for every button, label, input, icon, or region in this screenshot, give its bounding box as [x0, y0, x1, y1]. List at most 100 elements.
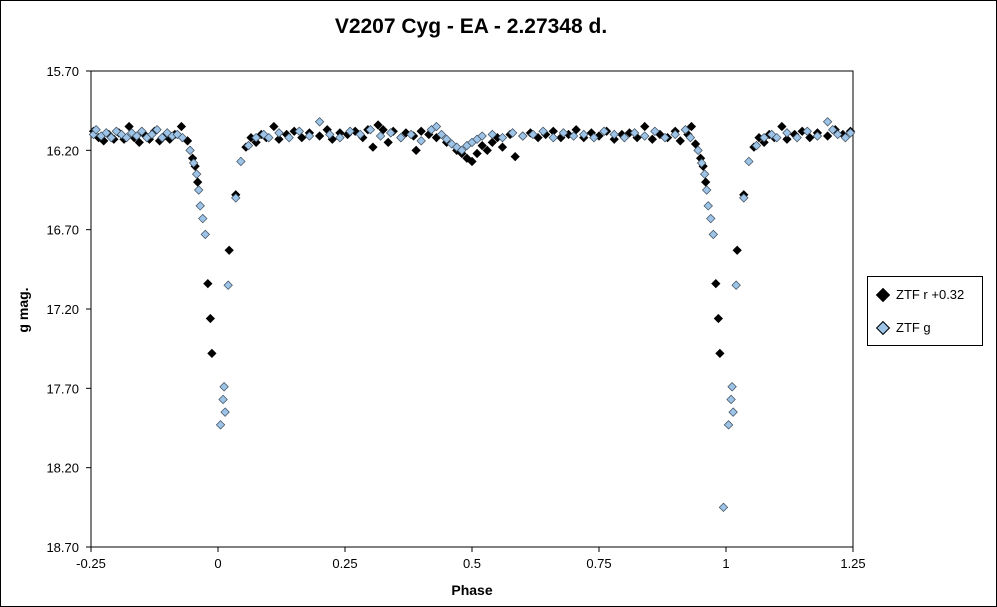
x-tick-label: 0.75: [586, 556, 611, 571]
data-point-ztf-g: [487, 129, 498, 140]
data-point-ztf-g: [739, 193, 749, 203]
legend-item-r: ZTF r +0.32: [875, 287, 964, 302]
data-point-ztf-g: [640, 131, 650, 141]
data-point-ztf-r: [487, 137, 497, 148]
data-point-ztf-g: [431, 121, 442, 132]
data-point-ztf-r: [805, 133, 815, 143]
data-point-ztf-g: [589, 132, 599, 143]
data-point-ztf-g: [325, 129, 335, 140]
x-tick-label: -0.25: [76, 556, 106, 571]
data-point-ztf-r: [711, 278, 721, 289]
data-point-ztf-r: [269, 121, 279, 132]
data-point-ztf-g: [528, 129, 538, 140]
data-point-ztf-r: [777, 121, 787, 132]
x-tick-label: 0: [214, 556, 221, 571]
data-point-ztf-g: [152, 125, 162, 135]
data-point-ztf-g: [147, 129, 157, 140]
data-point-ztf-g: [538, 126, 548, 136]
data-points: [88, 117, 856, 513]
data-point-ztf-g: [243, 140, 254, 151]
data-point-ztf-g: [726, 394, 736, 405]
data-point-ztf-g: [759, 132, 769, 143]
data-point-ztf-r: [383, 137, 393, 148]
data-point-ztf-g: [792, 132, 802, 143]
data-point-ztf-g: [802, 126, 812, 136]
data-point-ztf-g: [284, 132, 294, 143]
data-point-ztf-r: [510, 152, 520, 162]
data-point-ztf-r: [314, 131, 325, 141]
data-point-ztf-g: [223, 280, 233, 290]
data-point-ztf-g: [220, 407, 230, 417]
data-point-ztf-g: [274, 128, 284, 138]
legend-item-g: ZTF g: [875, 320, 931, 335]
data-point-ztf-g: [91, 125, 101, 135]
data-point-ztf-g: [231, 193, 241, 203]
x-tick-label: 0.25: [332, 556, 357, 571]
data-point-ztf-r: [205, 313, 216, 324]
data-point-ztf-r: [373, 120, 383, 130]
data-point-ztf-g: [477, 131, 487, 141]
data-point-ztf-g: [727, 382, 737, 392]
data-point-ztf-r: [251, 137, 261, 148]
data-point-ztf-g: [693, 145, 703, 156]
data-point-ztf-g: [294, 126, 304, 136]
data-point-ztf-g: [723, 420, 734, 430]
data-point-ztf-g: [699, 169, 710, 179]
data-point-ztf-g: [812, 131, 823, 141]
data-point-ztf-r: [203, 278, 213, 289]
y-tick-label: 16.70: [46, 223, 79, 238]
data-point-ztf-g: [185, 145, 195, 156]
data-point-ztf-g: [751, 140, 762, 151]
data-point-ztf-g: [822, 117, 833, 127]
y-tick-label: 18.70: [46, 540, 79, 555]
data-point-ztf-r: [675, 136, 685, 146]
data-point-ztf-r: [497, 142, 508, 152]
data-point-ztf-g: [157, 132, 167, 143]
data-point-ztf-g: [137, 126, 147, 136]
y-axis-label: g mag.: [15, 287, 31, 332]
data-point-ztf-g: [518, 131, 528, 141]
data-point-ztf-g: [744, 156, 754, 167]
x-axis: -0.25 0 0.25 0.5 0.75 1 1.25: [76, 547, 866, 571]
x-axis-label: Phase: [451, 582, 492, 598]
data-point-ztf-g: [568, 131, 579, 141]
data-point-ztf-r: [224, 245, 234, 255]
legend-label-g: ZTF g: [896, 320, 931, 335]
data-point-ztf-g: [685, 132, 696, 143]
data-point-ztf-r: [686, 121, 697, 132]
data-point-ztf-g: [650, 126, 660, 136]
data-point-ztf-r: [759, 137, 769, 148]
data-point-ztf-g: [558, 128, 569, 138]
y-tick-label: 18.20: [46, 461, 79, 476]
data-point-ztf-r: [701, 177, 711, 187]
diamond-marker-icon: [875, 320, 891, 335]
data-point-ztf-r: [472, 148, 482, 159]
y-axis: 15.70 16.20 16.70 17.20 17.70 18.20 18.70: [46, 64, 91, 555]
data-point-ztf-g: [365, 125, 376, 135]
data-point-ztf-g: [548, 132, 558, 143]
data-point-ztf-g: [629, 128, 640, 138]
plot-area: [90, 70, 854, 548]
data-point-ztf-r: [647, 134, 657, 144]
data-point-ztf-r: [822, 131, 833, 141]
data-point-ztf-g: [386, 128, 396, 138]
data-point-ztf-r: [715, 348, 725, 359]
data-point-ztf-g: [101, 128, 111, 138]
diamond-marker-icon: [875, 287, 891, 302]
data-point-ztf-g: [782, 128, 792, 138]
data-point-ztf-g: [772, 132, 782, 143]
x-tick-label: 1: [722, 556, 729, 571]
data-point-ztf-g: [703, 201, 713, 211]
data-point-ztf-g: [497, 132, 508, 143]
data-point-ztf-r: [467, 156, 477, 167]
data-point-ztf-r: [176, 121, 187, 132]
data-point-ztf-g: [251, 132, 261, 143]
data-point-ztf-g: [198, 213, 208, 224]
data-point-ztf-g: [609, 129, 619, 140]
data-point-ztf-g: [446, 139, 457, 149]
data-point-ztf-g: [708, 229, 718, 240]
data-point-ztf-r: [477, 140, 487, 151]
data-point-ztf-r: [193, 177, 203, 187]
data-point-ztf-g: [188, 158, 199, 168]
